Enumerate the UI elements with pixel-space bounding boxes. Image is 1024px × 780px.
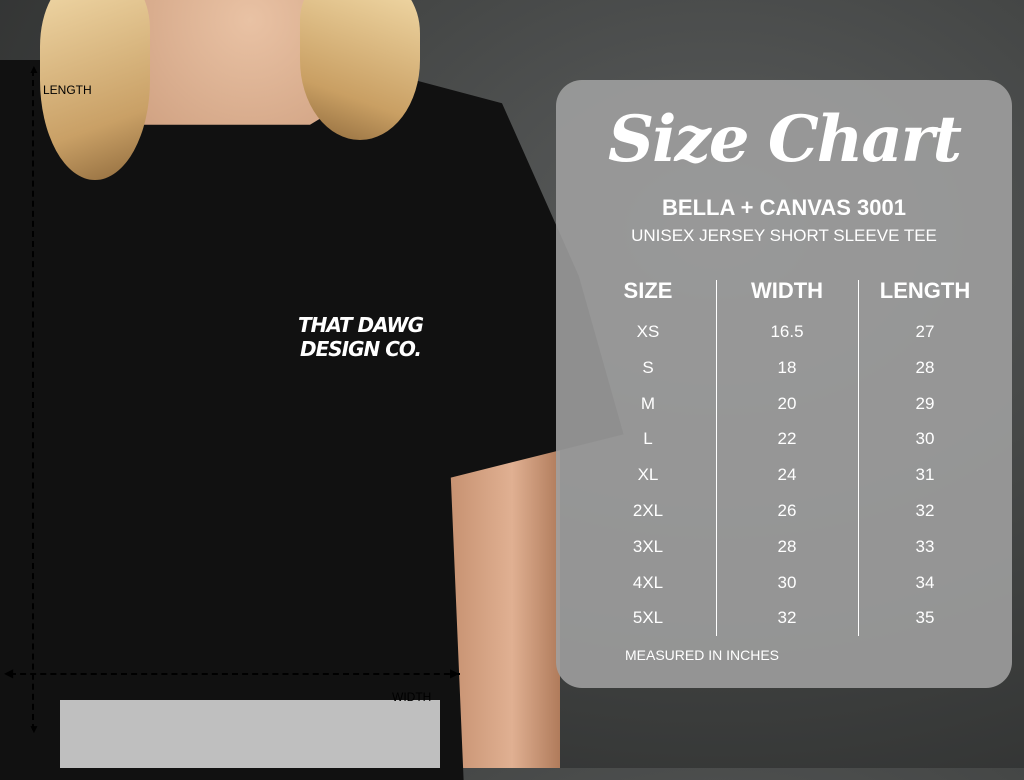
arrow-right-icon: ▶ <box>450 666 460 680</box>
cell-length: 31 <box>915 465 935 485</box>
cell-length: 28 <box>915 357 935 377</box>
cell-size: 5XL <box>632 608 664 628</box>
length-column: LENGTH 27 28 29 30 31 32 33 34 35 <box>860 278 990 644</box>
pants <box>60 700 440 768</box>
cell-size: M <box>640 393 656 413</box>
cell-size: 3XL <box>632 536 664 556</box>
arrow-up-icon: ▲ <box>28 62 40 76</box>
size-chart-panel: Size Chart BELLA + CANVAS 3001 UNISEX JE… <box>556 80 1012 688</box>
cell-width: 20 <box>777 393 797 413</box>
length-dimension-line <box>32 70 34 730</box>
cell-length: 30 <box>915 429 935 449</box>
cell-length: 32 <box>915 500 935 520</box>
cell-size: XS <box>636 322 660 341</box>
product-name: UNISEX JERSEY SHORT SLEEVE TEE <box>631 226 937 245</box>
units-footnote: MEASURED IN INCHES <box>625 647 780 663</box>
cell-width: 18 <box>777 357 797 377</box>
logo-line-1: THAT DAWG <box>298 313 424 337</box>
cell-size: 2XL <box>632 500 664 520</box>
cell-length: 35 <box>915 608 935 628</box>
hair-right <box>300 0 420 140</box>
arrow-left-icon: ◀ <box>4 666 14 680</box>
shirt-logo: THAT DAWG DESIGN CO. <box>298 313 424 361</box>
length-label: LENGTH <box>43 83 92 97</box>
size-column: SIZE XS S M L XL 2XL 3XL 4XL 5XL <box>583 278 713 644</box>
cell-width: 28 <box>777 536 797 556</box>
brand-model: BELLA + CANVAS 3001 <box>662 195 906 220</box>
header-length: LENGTH <box>879 278 971 303</box>
width-dimension-line <box>10 673 460 675</box>
cell-width: 24 <box>777 465 797 485</box>
cell-size: 4XL <box>632 572 664 592</box>
cell-width: 30 <box>777 572 797 592</box>
header-width: WIDTH <box>750 278 824 303</box>
width-column: WIDTH 16.5 18 20 22 24 26 28 30 32 <box>722 278 852 644</box>
width-label: WIDTH <box>392 690 432 704</box>
cell-length: 34 <box>915 572 935 592</box>
cell-length: 33 <box>915 536 935 556</box>
column-divider <box>858 280 859 636</box>
arrow-down-icon: ▼ <box>28 722 40 736</box>
cell-length: 29 <box>915 393 935 413</box>
logo-line-2: DESIGN CO. <box>299 337 422 361</box>
cell-width: 16.5 <box>770 322 804 341</box>
cell-size: L <box>643 429 653 449</box>
chart-title: Size Chart <box>607 102 962 177</box>
cell-width: 22 <box>777 429 797 449</box>
cell-size: XL <box>637 465 659 485</box>
hair-left <box>40 0 150 180</box>
cell-size: S <box>642 357 654 377</box>
header-size: SIZE <box>623 278 673 303</box>
cell-width: 32 <box>777 608 797 628</box>
column-divider <box>716 280 717 636</box>
cell-length: 27 <box>915 322 935 341</box>
cell-width: 26 <box>777 500 797 520</box>
